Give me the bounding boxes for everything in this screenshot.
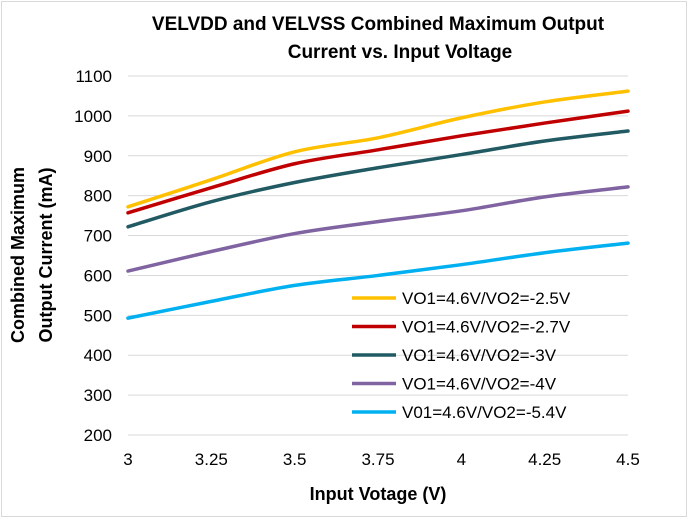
y-axis-title: Combined Maximum Output Current (mA): [8, 167, 56, 343]
chart-title-line-1: VELVDD and VELVSS Combined Maximum Outpu…: [152, 14, 605, 35]
x-tick-label: 4.5: [616, 450, 640, 469]
y-tick-label: 600: [84, 266, 112, 285]
series-line-3: [126, 185, 630, 273]
y-tick-label: 900: [84, 147, 112, 166]
series-lines: [126, 89, 630, 320]
series-line-4: [126, 241, 630, 320]
series-line-0: [126, 89, 630, 209]
y-tick-label: 1000: [74, 107, 112, 126]
chart-title: VELVDD and VELVSS Combined Maximum Outpu…: [152, 14, 605, 63]
y-tick-label: 500: [84, 306, 112, 325]
series-line-1: [126, 109, 630, 215]
x-tick-label: 4.25: [528, 450, 561, 469]
legend-label-4: V01=4.6V/VO2=-5.4V: [402, 403, 567, 422]
x-tick-label: 4: [457, 450, 466, 469]
x-tick-label: 3: [123, 450, 132, 469]
y-tick-label: 700: [84, 227, 112, 246]
chart-title-line-2: Current vs. Input Voltage: [288, 42, 513, 63]
x-tick-labels: 3 3.25 3.5 3.75 4 4.25 4.5: [123, 450, 640, 469]
x-tick-label: 3.5: [283, 450, 307, 469]
legend-label-3: VO1=4.6V/VO2=-4V: [402, 375, 557, 394]
y-tick-label: 200: [84, 426, 112, 445]
y-tick-label: 400: [84, 346, 112, 365]
legend-label-2: VO1=4.6V/VO2=-3V: [402, 346, 557, 365]
x-tick-label: 3.75: [361, 450, 394, 469]
x-axis-title: Input Votage (V): [310, 484, 447, 504]
series-line-2: [126, 129, 630, 229]
legend: VO1=4.6V/VO2=-2.5V VO1=4.6V/VO2=-2.7V VO1=…: [352, 289, 571, 422]
x-tick-label: 3.25: [195, 450, 228, 469]
y-tick-label: 1100: [75, 67, 112, 86]
y-tick-labels: 200 300 400 500 600 700 800 900 1000 1100: [74, 67, 112, 445]
y-axis-title-line-1: Combined Maximum: [8, 167, 28, 343]
legend-label-1: VO1=4.6V/VO2=-2.7V: [402, 318, 571, 337]
legend-label-0: VO1=4.6V/VO2=-2.5V: [402, 289, 571, 308]
y-tick-label: 300: [84, 386, 112, 405]
y-axis-title-line-2: Output Current (mA): [36, 168, 56, 343]
y-tick-label: 800: [84, 187, 112, 206]
